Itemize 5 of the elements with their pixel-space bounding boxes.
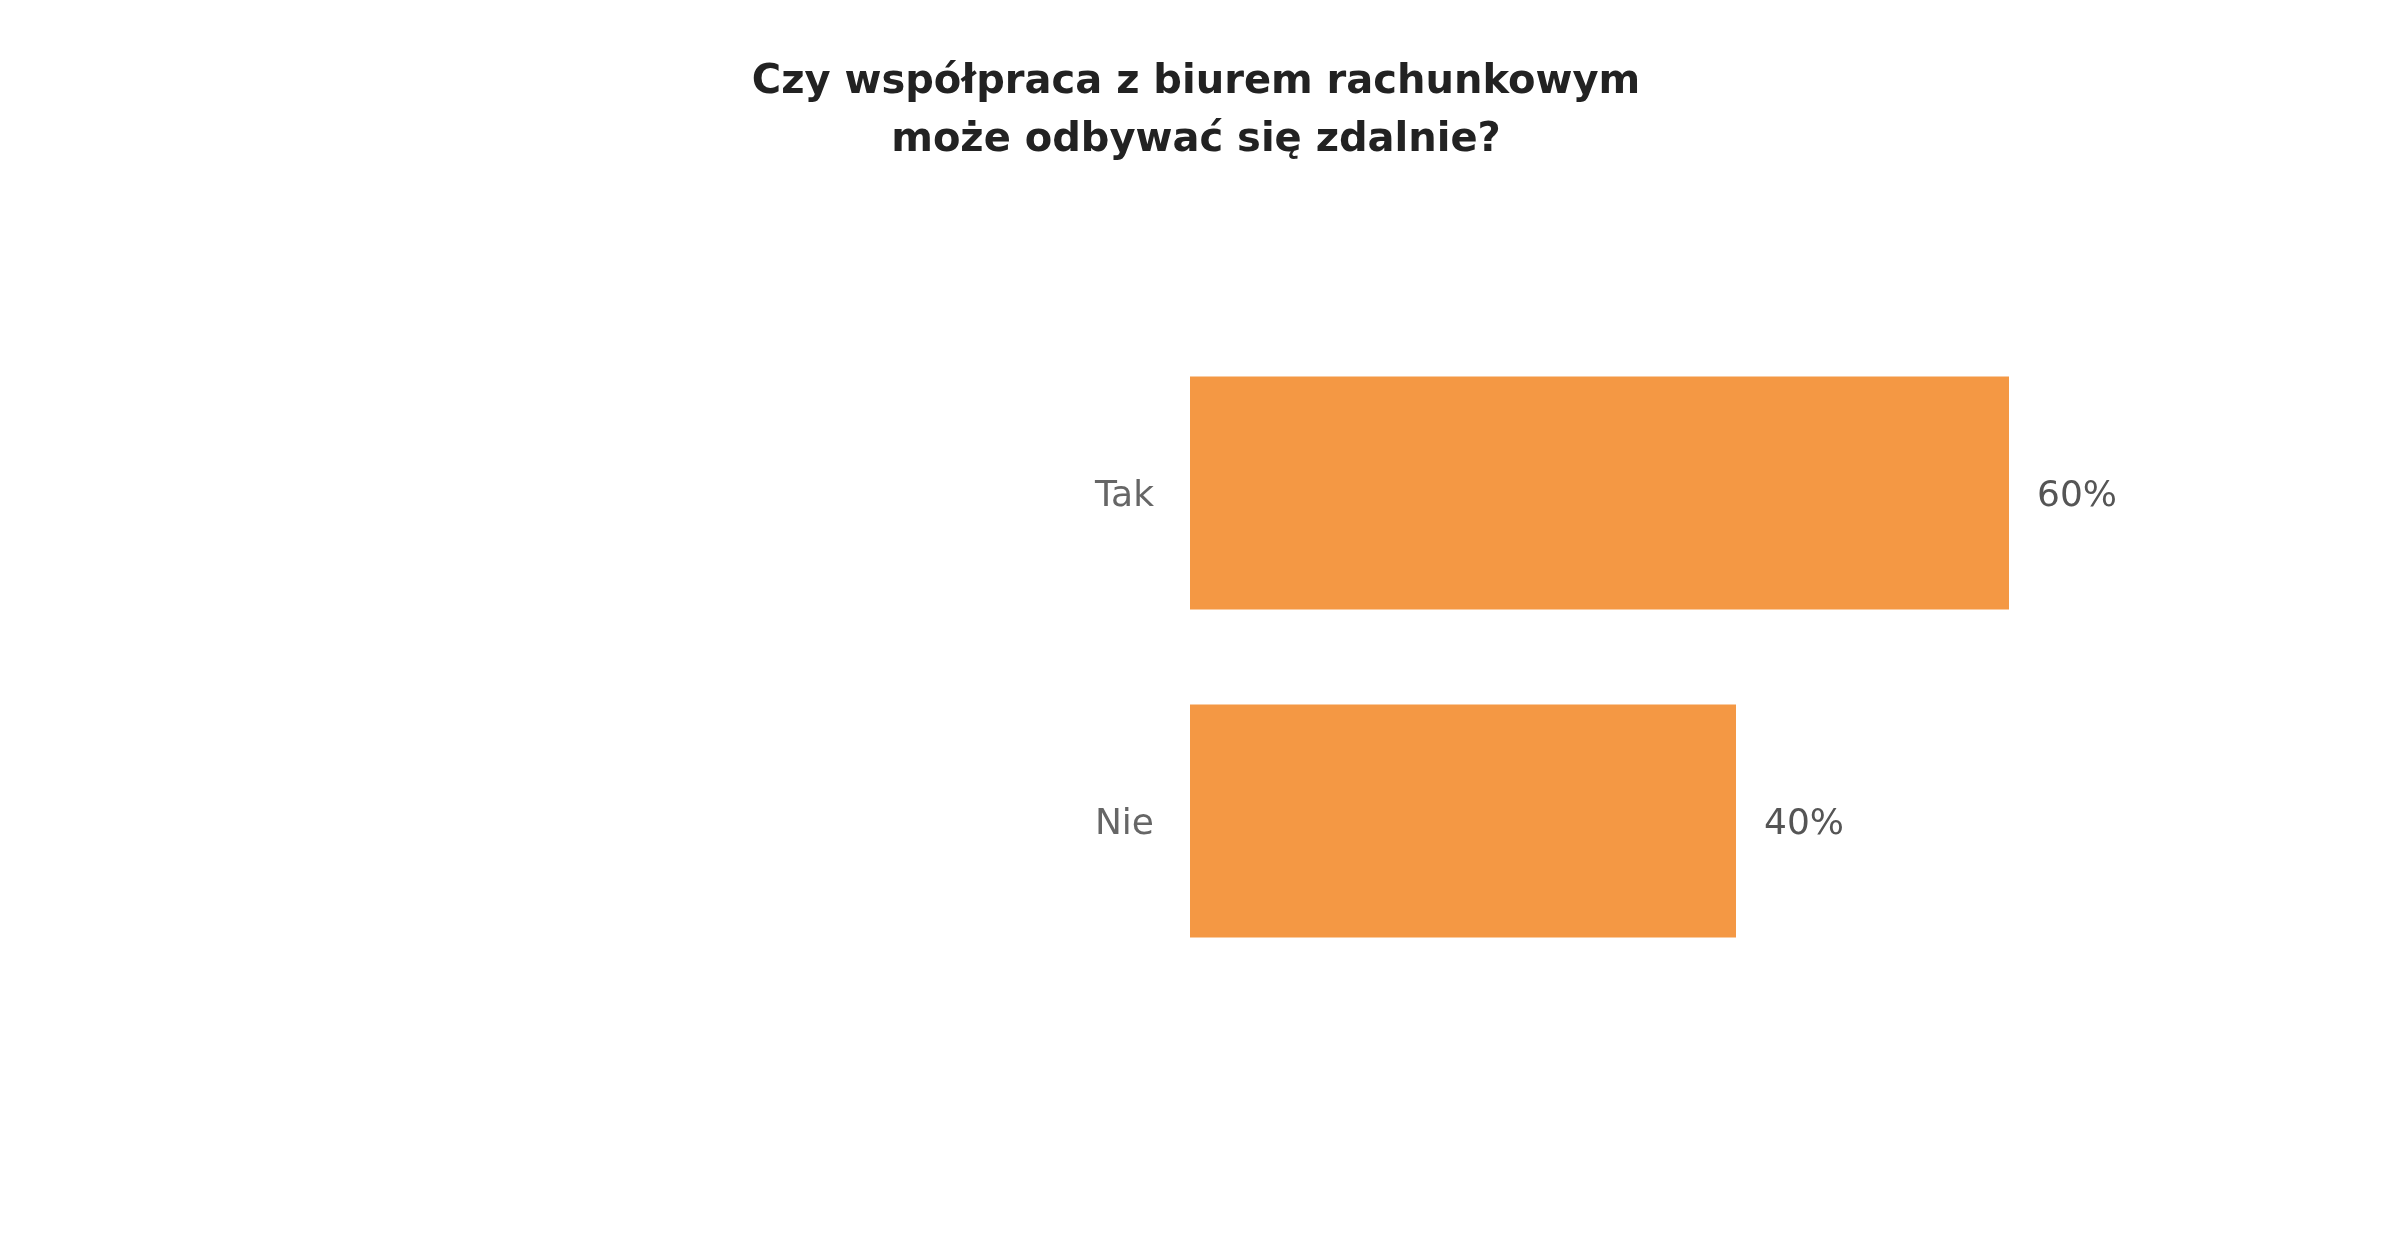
y-tick-label: Tak xyxy=(1094,472,1155,514)
data-label: 40% xyxy=(1764,800,1845,842)
data-label: 60% xyxy=(2037,472,2118,514)
chart-title: Czy współpraca z biurem rachunkowym może odbywać się zdalnie? xyxy=(751,56,1641,160)
y-tick-label: Nie xyxy=(1094,800,1154,842)
